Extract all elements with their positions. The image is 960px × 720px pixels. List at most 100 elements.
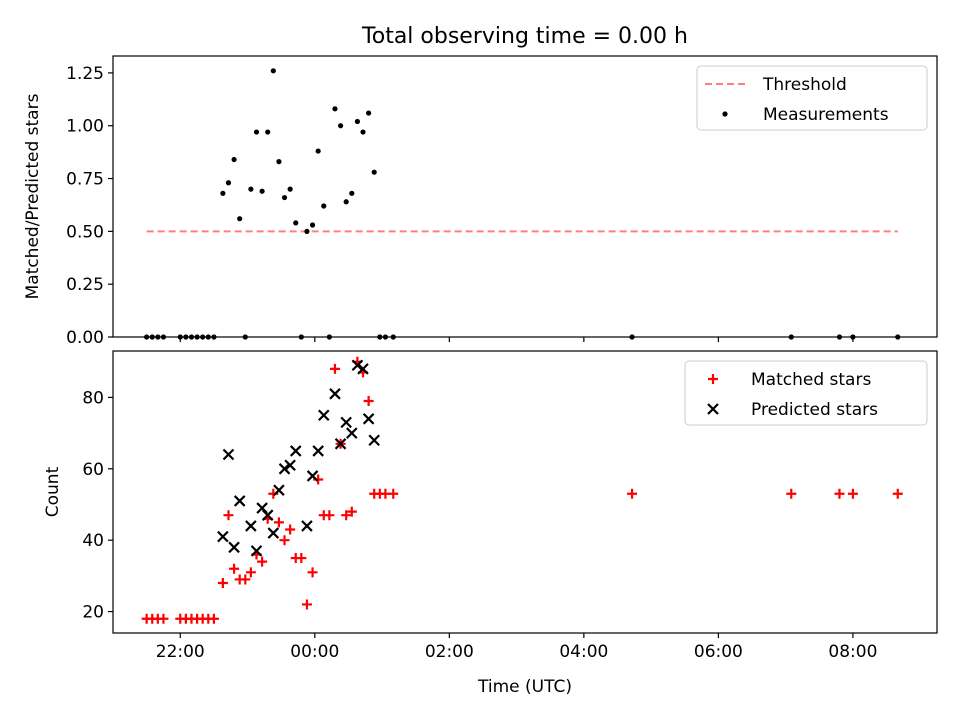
predicted-point	[351, 359, 364, 372]
measurement-point	[315, 148, 321, 154]
y-tick-label: 80	[82, 388, 104, 408]
measurement-point	[788, 334, 794, 340]
matched-point	[208, 613, 219, 624]
x-tick-label: 04:00	[559, 642, 608, 662]
y-axis-label: Count	[43, 466, 63, 517]
matched-point	[279, 535, 290, 546]
predicted-point	[317, 409, 330, 422]
y-tick-label: 0.00	[66, 328, 104, 348]
measurement-point	[237, 216, 243, 222]
measurement-point	[205, 334, 211, 340]
measurement-point	[390, 334, 396, 340]
measurement-point	[188, 334, 195, 340]
measurement-point	[354, 118, 360, 125]
y-axis-label: Matched/Predicted stars	[23, 93, 43, 299]
measurement-point	[265, 129, 271, 135]
matched-point	[296, 553, 307, 564]
measurement-point	[270, 68, 276, 74]
matched-point	[301, 599, 312, 610]
y-tick-label: 60	[82, 460, 104, 480]
measurement-point	[298, 334, 304, 340]
predicted-point	[284, 459, 296, 472]
legend-box	[684, 360, 928, 426]
matched-point	[257, 556, 268, 567]
predicted-point	[306, 470, 319, 482]
measurement-point	[183, 334, 189, 340]
predicted-point	[346, 427, 358, 439]
y-tick-label: 40	[82, 531, 104, 551]
measurement-point	[895, 334, 901, 340]
matched-point	[273, 517, 284, 528]
measurement-point	[177, 334, 183, 340]
matched-point	[847, 488, 858, 499]
predicted-point	[261, 509, 274, 521]
matched-point	[786, 488, 797, 499]
matched-point	[388, 488, 399, 499]
x-tick-label: 02:00	[425, 642, 474, 662]
predicted-point	[301, 520, 313, 532]
chart-title: Total observing time = 0.00 h	[361, 24, 688, 49]
matched-point	[217, 578, 228, 589]
measurement-point	[293, 220, 299, 226]
matched-point	[324, 510, 335, 521]
measurement-point	[366, 110, 372, 116]
measurement-point	[629, 334, 635, 340]
matched-point	[158, 613, 169, 624]
measurement-point	[377, 334, 383, 340]
matched-point	[285, 524, 296, 535]
measurement-point	[155, 334, 161, 340]
legend-swatch	[708, 374, 718, 384]
y-tick-label: 0.25	[66, 275, 104, 295]
predicted-point	[289, 445, 302, 457]
measurement-point	[276, 159, 282, 165]
series-measurements	[144, 68, 901, 340]
legend: Matched stars Predicted stars	[684, 360, 928, 426]
legend-swatch	[707, 403, 719, 415]
predicted-point	[228, 541, 240, 554]
x-tick-label: 22:00	[156, 642, 205, 662]
measurement-point	[259, 188, 265, 194]
measurement-point	[337, 123, 344, 129]
matched-point	[363, 395, 374, 406]
matched-point	[245, 567, 256, 578]
measurement-point	[326, 334, 332, 340]
measurement-point	[253, 129, 260, 135]
y-tick-label: 0.50	[66, 222, 104, 242]
y-tick-label: 0.75	[66, 170, 104, 190]
x-axis-label: Time (UTC)	[477, 677, 572, 697]
legend-swatch	[722, 111, 728, 117]
legend-label: Predicted stars	[751, 400, 878, 420]
bottom-panel: 20 40 60 80 22:00 00:00 02:00 04:00 06:00 08:00 Co…	[43, 350, 938, 697]
predicted-point	[245, 520, 257, 532]
measurement-point	[248, 186, 254, 192]
measurement-point	[360, 129, 366, 135]
predicted-point	[368, 434, 380, 447]
matched-point	[341, 510, 352, 521]
matched-point	[223, 510, 234, 521]
measurement-point	[281, 194, 288, 201]
measurement-point	[309, 222, 316, 228]
x-tick-label: 00:00	[290, 642, 339, 662]
plot-frame	[112, 55, 938, 338]
x-tick-label: 06:00	[694, 642, 743, 662]
y-tick-label: 1.00	[66, 117, 104, 137]
predicted-point	[217, 530, 229, 543]
y-tick-label: 1.25	[66, 64, 104, 84]
predicted-point	[340, 416, 352, 429]
measurement-point	[332, 106, 338, 112]
legend-label: Measurements	[763, 105, 889, 125]
measurement-point	[149, 334, 155, 340]
measurement-point	[287, 186, 293, 192]
measurement-point	[382, 334, 389, 340]
predicted-point	[233, 495, 246, 507]
matched-point	[346, 506, 357, 517]
plot-frame	[112, 350, 938, 634]
predicted-point	[362, 413, 375, 425]
measurement-point	[242, 334, 248, 340]
x-tick-label: 08:00	[828, 642, 877, 662]
measurement-point	[371, 169, 377, 175]
predicted-point	[273, 484, 285, 496]
matched-point	[307, 567, 318, 578]
measurement-point	[349, 190, 355, 196]
